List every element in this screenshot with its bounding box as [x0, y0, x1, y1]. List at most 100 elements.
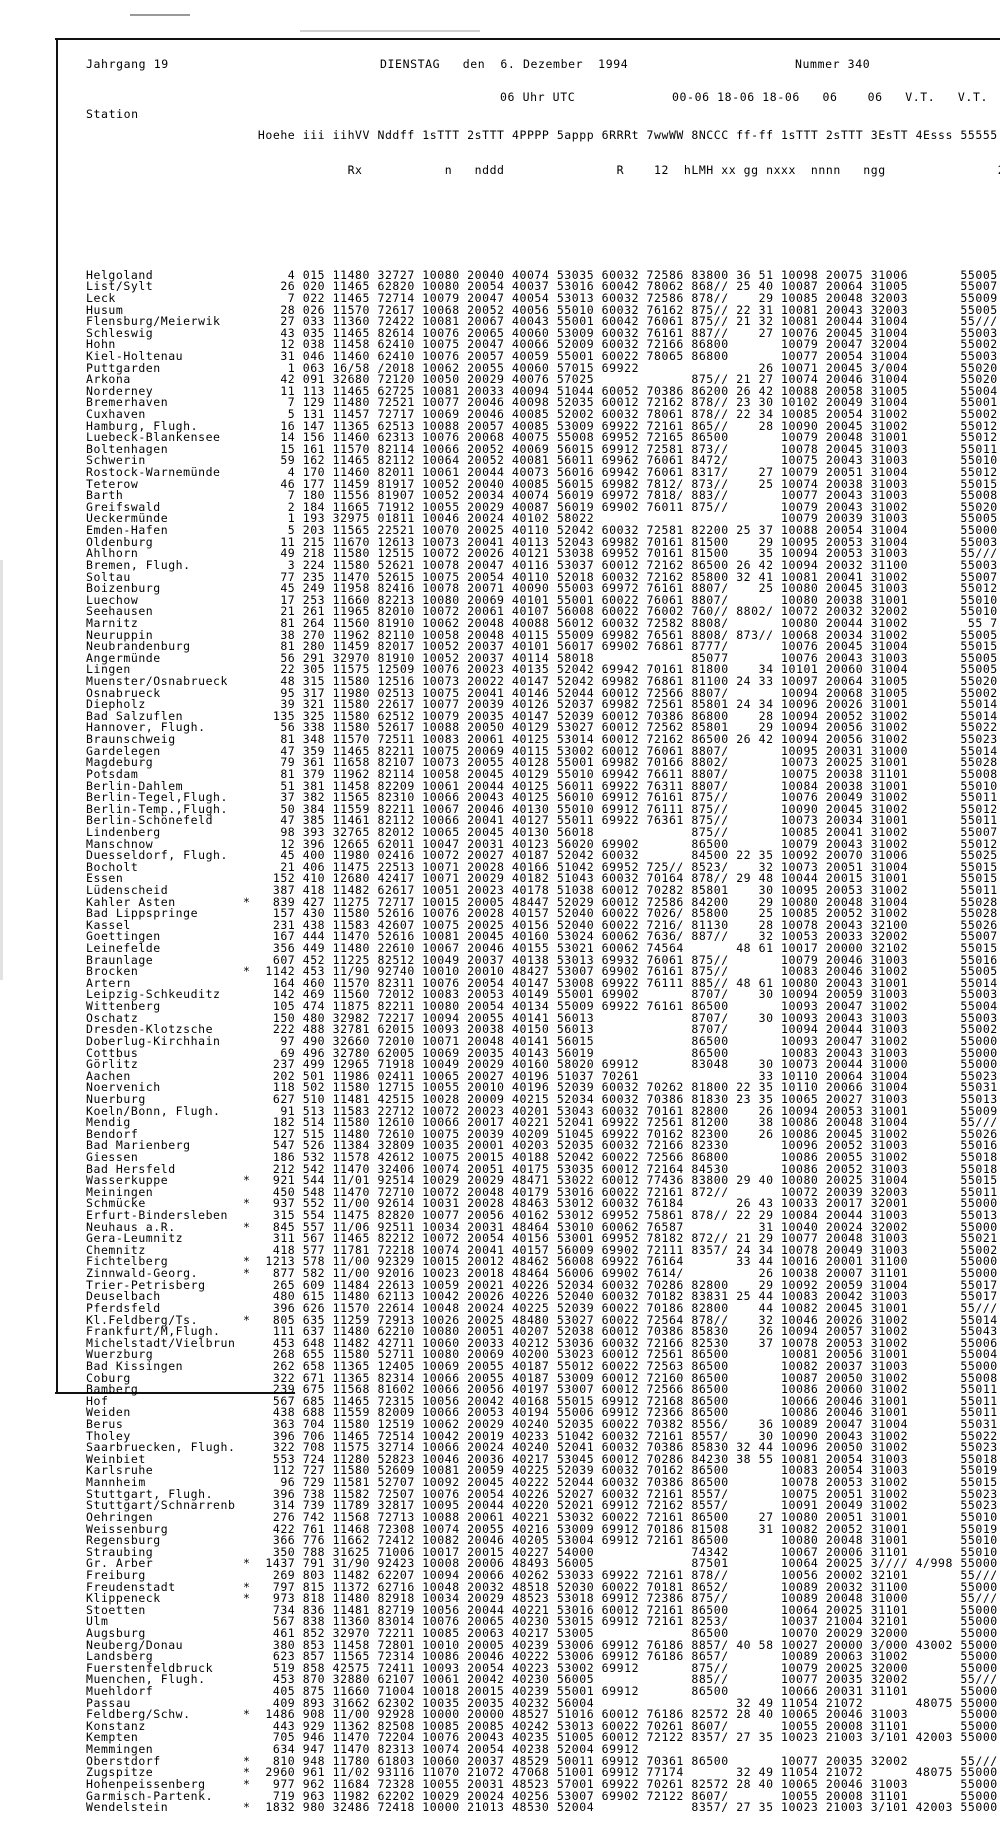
- table-row: Cottbus 69 496 32780 62005 10069 20035 4…: [86, 1045, 1000, 1060]
- table-row: Norderney 11 113 11465 62725 10081 20033…: [86, 383, 1000, 398]
- table-row: Oschatz 150 480 32982 72217 10094 20055 …: [86, 1010, 1000, 1025]
- table-row: Kahler Asten * 839 427 11275 72717 10015…: [86, 894, 1000, 909]
- table-row: Artern 164 460 11570 82311 10076 20054 4…: [86, 975, 1000, 990]
- table-row: Mannheim 96 729 11581 52707 10092 20045 …: [86, 1475, 1000, 1490]
- table-row: Hohenpeissenberg * 977 962 11684 72328 1…: [86, 1776, 1000, 1791]
- column-header-row-3: 4444: [86, 197, 1000, 212]
- table-row: Leck 7 022 11465 72714 10079 20047 40054…: [86, 290, 1000, 305]
- table-row: Berlin-Tegel,Flugh. 37 382 11565 82310 1…: [86, 790, 1000, 805]
- table-row: Straubing 350 788 31625 71006 10017 2001…: [86, 1544, 1000, 1559]
- page-border-left: [56, 38, 58, 1393]
- table-row: Boizenburg 45 249 11958 82416 10078 2007…: [86, 581, 1000, 596]
- table-row: Bad Kissingen 262 658 11365 12405 10069 …: [86, 1358, 1000, 1373]
- table-row: Freudenstadt * 797 815 11372 62716 10048…: [86, 1579, 1000, 1594]
- table-row: Angermünde 56 291 32970 81910 10052 2003…: [86, 650, 1000, 665]
- table-row: Stoetten 734 836 11481 82719 10056 20044…: [86, 1602, 1000, 1617]
- table-row: Giessen 186 532 11578 42612 10075 20015 …: [86, 1150, 1000, 1164]
- table-row: Potsdam 81 379 11962 82114 10058 20045 4…: [86, 766, 1000, 781]
- table-row: Diepholz 39 321 11580 22617 10077 20039 …: [86, 697, 1000, 712]
- table-row: Mendig 182 514 11580 12610 10066 20017 4…: [86, 1115, 1000, 1130]
- table-row: Coburg 322 671 11365 82314 10066 20055 4…: [86, 1370, 1000, 1385]
- table-row: Fichtelberg * 1213 578 11/00 92329 10015…: [86, 1254, 1000, 1269]
- table-row: Leipzig-Schkeuditz 142 469 11560 72012 1…: [86, 987, 1000, 1002]
- table-row: Leinefelde 356 449 11480 22610 10067 200…: [86, 941, 1000, 956]
- period-header-row: 00-06 18-06 18-06 06 06 V.T. V.T.: [672, 90, 988, 104]
- table-row: Trier-Petrisberg 265 609 11484 22613 100…: [86, 1277, 1000, 1292]
- table-row: List/Sylt 26 020 11465 62820 10080 20054…: [86, 279, 1000, 294]
- table-row: Kassel 231 438 11583 42607 10075 20025 4…: [86, 917, 1000, 932]
- table-row: Gardelegen 47 359 11465 82211 10075 2006…: [86, 743, 1000, 758]
- table-row: Ulm 567 838 11360 83014 10076 20065 4023…: [86, 1614, 1000, 1629]
- table-row: Berus 363 704 11580 12519 10062 20029 40…: [86, 1417, 1000, 1432]
- table-row: Soltau 77 235 11470 52615 10075 20054 40…: [86, 569, 1000, 584]
- table-row: Seehausen 21 261 11965 82010 10072 20061…: [86, 604, 1000, 619]
- table-row: Hamburg, Flugh. 16 147 11365 62513 10088…: [86, 418, 1000, 433]
- table-row: Essen 152 410 12680 42417 10071 20029 40…: [86, 871, 1000, 886]
- table-row: Braunlage 607 452 11225 82512 10049 2003…: [86, 952, 1000, 967]
- table-row: Ueckermünde 1 193 32975 01811 10046 2002…: [86, 511, 1000, 526]
- table-row: Bendorf 127 515 11480 72610 10075 20039 …: [86, 1126, 1000, 1141]
- table-row: Wuerzburg 268 655 11580 52711 10080 2006…: [86, 1347, 1000, 1362]
- observation-table: Hoehe iii iihVV Nddff 1sTTT 2sTTT 4PPPP …: [86, 107, 1000, 1837]
- column-header-row-2: Rx n nddd R 12 hLMH xx gg nxxx nnnn ngg …: [86, 163, 1000, 178]
- table-row: Pferdsfeld 396 626 11570 22614 10048 200…: [86, 1300, 1000, 1315]
- scan-artifact-top2: [300, 30, 480, 32]
- table-row: Deuselbach 480 615 11480 62113 10042 200…: [86, 1289, 1000, 1304]
- table-row: Magdeburg 79 361 11658 82107 10073 20055…: [86, 755, 1000, 770]
- table-row: Schmücke * 937 552 11/00 92614 10031 200…: [86, 1196, 1000, 1211]
- table-row: Landsberg 623 857 11565 72314 10086 2004…: [86, 1649, 1000, 1664]
- station-column-label: Station: [86, 107, 139, 121]
- table-row: Neuberg/Donau 380 853 11458 72801 10010 …: [86, 1637, 1000, 1652]
- table-row: Lüdenscheid 387 418 11482 62617 10051 20…: [86, 882, 1000, 897]
- issue-number: Nummer 340: [795, 57, 871, 71]
- table-row: Bad Lippspringe 157 430 11580 52616 1007…: [86, 906, 1000, 921]
- table-row: Braunschweig 81 348 11570 72511 10083 20…: [86, 732, 1000, 747]
- table-row: Hohn 12 038 11458 62410 10075 20047 4006…: [86, 337, 1000, 352]
- table-row: Cuxhaven 5 131 11457 72717 10069 20046 4…: [86, 407, 1000, 421]
- table-row: Saarbruecken, Flugh. 322 708 11575 32714…: [86, 1440, 1000, 1455]
- table-row: Weissenburg 422 761 11468 72308 10074 20…: [86, 1521, 1000, 1536]
- table-row: Fuerstenfeldbruck 519 858 42575 72411 10…: [86, 1660, 1000, 1675]
- table-row: Michelstadt/Vielbrun 453 648 11482 42711…: [86, 1335, 1000, 1350]
- table-row: Arkona 42 091 32680 72120 10050 20029 40…: [86, 372, 1000, 387]
- table-row: Luebeck-Blankensee 14 156 11460 62313 10…: [86, 430, 1000, 445]
- table-row: Passau 409 893 31662 62302 10035 20035 4…: [86, 1695, 1000, 1710]
- table-row: Weinbiet 553 724 11280 52823 10046 20036…: [86, 1451, 1000, 1466]
- table-row: Erfurt-Bindersleben 315 554 11475 82820 …: [86, 1208, 1000, 1223]
- table-row: Lindenberg 98 393 32765 82012 10065 2004…: [86, 824, 1000, 839]
- scan-artifact-left: [0, 560, 3, 980]
- scan-artifact-top: [130, 14, 190, 16]
- volume-label: Jahrgang 19: [86, 57, 169, 71]
- issue-date: DIENSTAG den 6. Dezember 1994: [380, 57, 629, 71]
- table-body: Helgoland 4 015 11480 32727 10080 20040 …: [86, 267, 1000, 1814]
- table-row: Augsburg 461 852 32970 72211 10085 20063…: [86, 1625, 1000, 1640]
- table-row: Klippeneck * 973 818 11480 82918 10034 2…: [86, 1591, 1000, 1606]
- observation-time-label: 06 Uhr UTC: [500, 90, 576, 104]
- table-row: Görlitz 237 499 12965 71918 10049 20029 …: [86, 1057, 1000, 1072]
- table-row: Boltenhagen 15 161 11570 82114 10066 200…: [86, 441, 1000, 456]
- table-row: Muehldorf 405 875 11660 71004 10018 2001…: [86, 1684, 1000, 1699]
- table-row: Rostock-Warnemünde 4 170 11460 82011 100…: [86, 465, 1000, 480]
- table-row: Husum 28 026 11570 72617 10068 20052 400…: [86, 302, 1000, 317]
- table-row: Hannover, Flugh. 56 338 11580 52617 1008…: [86, 720, 1000, 735]
- table-row: Feldberg/Schw. * 1486 908 11/00 92928 10…: [86, 1707, 1000, 1722]
- table-row: Marnitz 81 264 11560 81910 10062 20048 4…: [86, 615, 1000, 630]
- page-border-top: [55, 38, 1000, 40]
- table-row: Berlin-Schönefeld 47 385 11461 82112 100…: [86, 813, 1000, 828]
- table-row: Chemnitz 418 577 11781 72218 10074 20041…: [86, 1242, 1000, 1257]
- table-row: Barth 7 180 11556 81907 10052 20034 4007…: [86, 488, 1000, 503]
- table-row: Oberstdorf * 810 948 11780 61803 10060 2…: [86, 1753, 1000, 1768]
- table-row: Berlin-Dahlem 51 381 11458 82209 10061 2…: [86, 778, 1000, 793]
- table-row: Wasserkuppe * 921 544 11/01 92514 10029 …: [86, 1173, 1000, 1188]
- table-row: Zugspitze * 2960 961 11/02 93116 11070 2…: [86, 1765, 1000, 1780]
- table-row: Bad Hersfeld 212 542 11470 32406 10074 2…: [86, 1161, 1000, 1176]
- table-row: Nuerburg 627 510 11481 42515 10028 20009…: [86, 1091, 1000, 1106]
- table-row: Gr. Arber * 1437 791 31/90 92423 10008 2…: [86, 1556, 1000, 1571]
- table-row: Tholey 396 706 11465 72514 10042 20019 4…: [86, 1428, 1000, 1443]
- table-row: Oehringen 276 742 11568 72713 10088 2006…: [86, 1509, 1000, 1524]
- table-row: Stuttgart/Schnarrenb 314 739 11789 32817…: [86, 1498, 1000, 1513]
- table-row: Duesseldorf, Flugh. 45 400 11980 02416 1…: [86, 848, 1000, 863]
- table-row: Noervenich 118 502 11580 12715 10055 200…: [86, 1080, 1000, 1095]
- table-row: Helgoland 4 015 11480 32727 10080 20040 …: [86, 267, 1000, 282]
- table-row: Manschnow 12 396 12665 62011 10047 20031…: [86, 836, 1000, 851]
